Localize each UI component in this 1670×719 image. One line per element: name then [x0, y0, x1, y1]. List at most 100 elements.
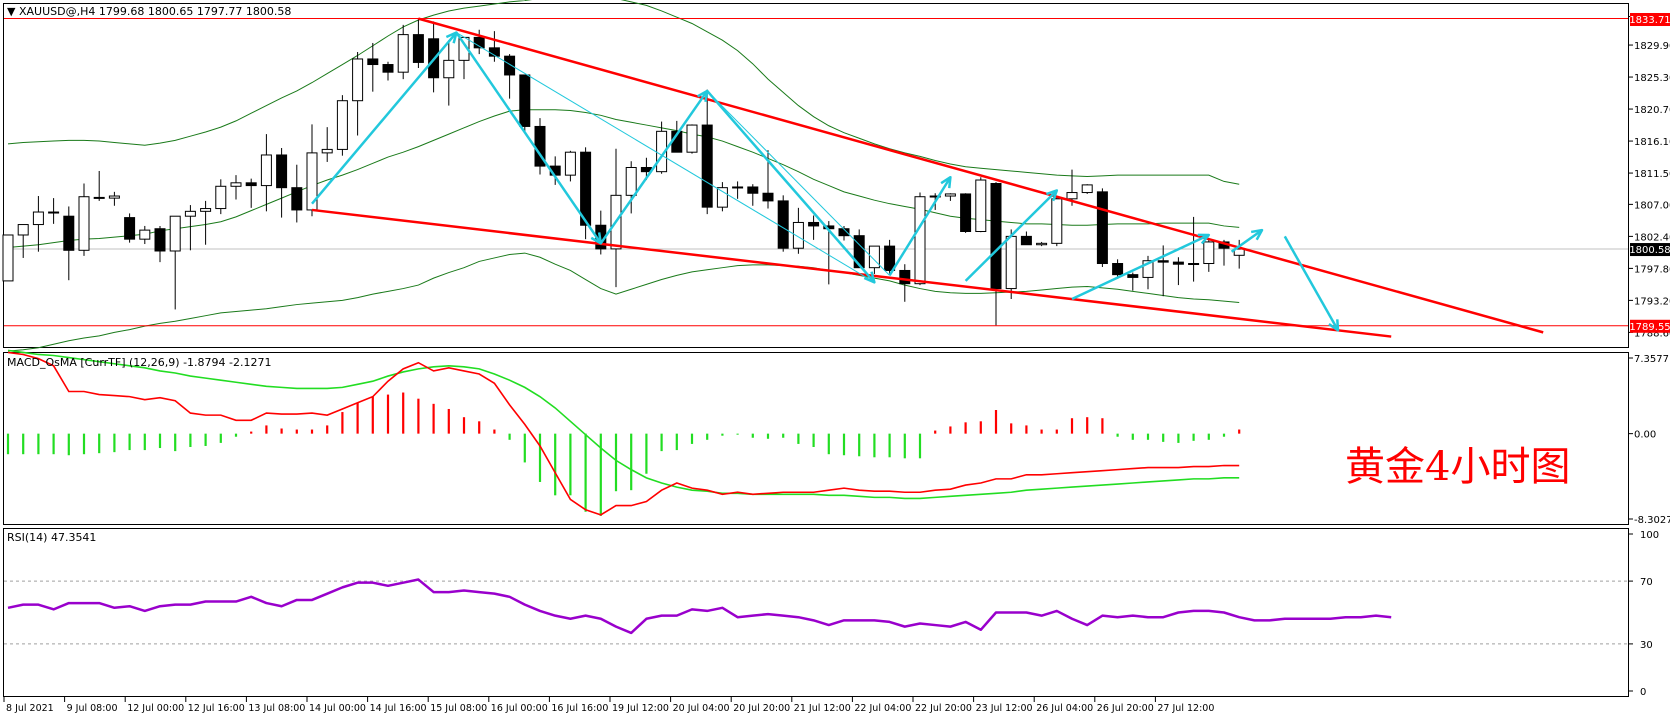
candle: [63, 206, 75, 281]
price-label: 1820.70: [1634, 105, 1670, 116]
candle: [944, 193, 956, 201]
candle: [443, 40, 455, 106]
wave-arrow[interactable]: [311, 31, 458, 205]
candle: [1188, 216, 1200, 282]
price-label: 1816.10: [1634, 137, 1670, 148]
candle: [884, 239, 896, 276]
time-label: 26 Jul 20:00: [1097, 703, 1154, 714]
level-low-label: 1789.55: [1629, 322, 1670, 333]
candle: [747, 184, 759, 206]
candle: [960, 193, 972, 233]
time-label: 14 Jul 16:00: [370, 703, 427, 714]
candle: [245, 178, 257, 208]
candle: [808, 215, 820, 240]
candle: [564, 150, 576, 182]
candle: [1081, 184, 1093, 194]
candle: [1020, 231, 1032, 246]
time-label: 20 Jul 04:00: [673, 703, 730, 714]
candle: [93, 170, 105, 201]
candle: [1112, 259, 1124, 279]
wave-arrow[interactable]: [1071, 233, 1210, 301]
bollinger-middle: [7, 109, 1240, 249]
candle: [1051, 196, 1063, 247]
level-current-badge: 1800.58: [1629, 243, 1670, 257]
candle: [990, 182, 1002, 326]
wave-arrows[interactable]: [311, 31, 1340, 332]
candle: [32, 196, 44, 252]
time-label: 16 Jul 16:00: [551, 703, 608, 714]
wave-arrow[interactable]: [964, 189, 1058, 282]
candle: [412, 18, 424, 69]
candle: [78, 183, 90, 256]
candle: [519, 74, 531, 133]
wave-arrow[interactable]: [706, 90, 876, 284]
rsi-axis-label: 70: [1640, 577, 1653, 588]
candle: [777, 195, 789, 252]
macd-pane-frame: [3, 352, 1629, 525]
rsi-pane-header: RSI(14) 47.3541: [7, 531, 96, 544]
candle: [1036, 241, 1048, 247]
wave-arrow[interactable]: [455, 31, 602, 245]
time-label: 26 Jul 04:00: [1036, 703, 1093, 714]
price-label: 1788.60: [1634, 328, 1670, 339]
candle: [1157, 245, 1169, 297]
annotation-label: 黄金4小时图: [1345, 444, 1570, 490]
candle: [230, 175, 242, 200]
macd-signal-line: [7, 349, 1240, 500]
main-pane-frame: [3, 3, 1629, 348]
candle: [656, 121, 668, 174]
wave-arrow[interactable]: [599, 90, 709, 245]
symbol-menu-icon[interactable]: ▼: [7, 5, 16, 18]
time-label: 15 Jul 08:00: [430, 703, 487, 714]
price-label: 1807.00: [1634, 200, 1670, 211]
time-label: 16 Jul 00:00: [491, 703, 548, 714]
rsi-axis-label: 0: [1640, 687, 1646, 698]
arrow-head: [1250, 228, 1264, 241]
lower-trendline[interactable]: [311, 208, 1392, 338]
rsi-line: [7, 578, 1392, 635]
candle: [686, 124, 698, 154]
candle: [914, 192, 926, 286]
time-label: 21 Jul 12:00: [794, 703, 851, 714]
time-label: 13 Jul 08:00: [248, 703, 305, 714]
candle: [853, 229, 865, 269]
candle: [397, 24, 409, 80]
candle: [367, 42, 379, 92]
candle: [139, 225, 151, 245]
rsi-indicator: [4, 578, 1628, 645]
candle: [580, 147, 592, 240]
time-label: 27 Jul 12:00: [1157, 703, 1214, 714]
price-label: 1829.90: [1634, 41, 1670, 52]
wave-arrow[interactable]: [1283, 235, 1340, 331]
candle: [169, 215, 181, 310]
candle: [1172, 257, 1184, 286]
time-label: 19 Jul 12:00: [612, 703, 669, 714]
arrow-connector[interactable]: [706, 90, 890, 276]
arrow-connector[interactable]: [456, 32, 875, 283]
price-label: 1797.80: [1634, 264, 1670, 275]
upper-trendline[interactable]: [418, 17, 1544, 334]
time-label: 8 Jul 2021: [6, 703, 54, 714]
candle: [48, 198, 60, 224]
time-axis: 8 Jul 2021 9 Jul 08:00 12 Jul 00:00 12 Jul …: [3, 697, 1214, 714]
time-label: 23 Jul 12:00: [976, 703, 1033, 714]
horizontal-levels[interactable]: [4, 18, 1628, 327]
level-high-label: 1833.71: [1629, 15, 1670, 26]
price-axis: 1834.001829.901825.301820.701816.101811.…: [1628, 13, 1670, 698]
candle: [504, 54, 516, 99]
rsi-pane-frame: [3, 528, 1629, 697]
level-current-label: 1800.58: [1629, 245, 1670, 256]
rsi-axis-label: 100: [1640, 530, 1659, 541]
candle: [382, 61, 394, 81]
price-label: 1811.50: [1634, 169, 1670, 180]
candle: [124, 213, 136, 243]
wave-arrow[interactable]: [888, 176, 952, 276]
candle: [1142, 255, 1154, 290]
time-label: 22 Jul 04:00: [854, 703, 911, 714]
candle: [215, 179, 227, 215]
candle: [154, 225, 166, 263]
wave-arrow[interactable]: [1230, 229, 1263, 253]
wedge-trendlines[interactable]: [311, 17, 1544, 338]
